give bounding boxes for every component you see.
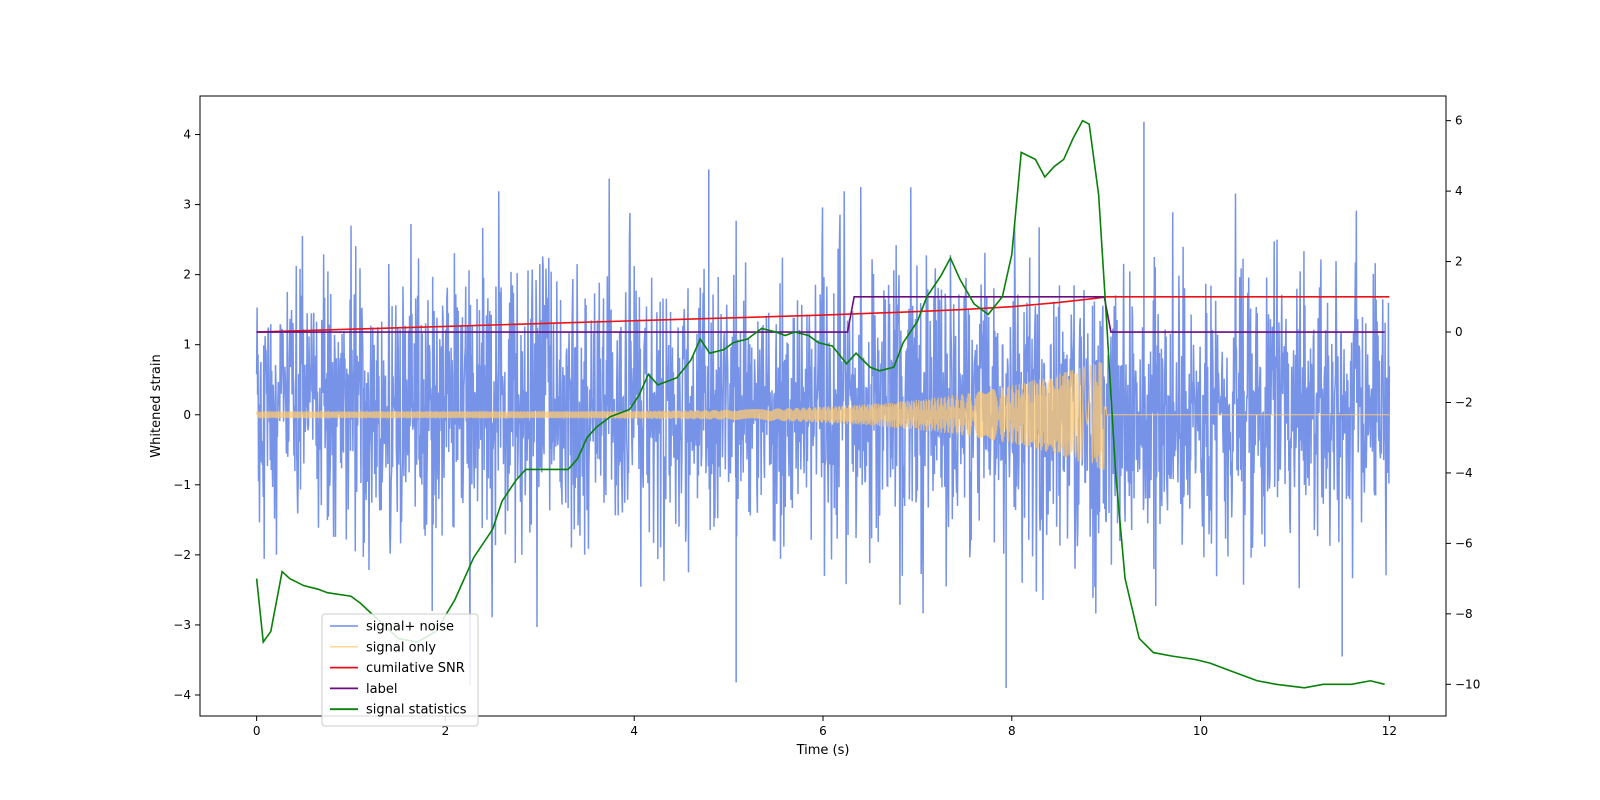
legend-box	[321, 613, 479, 727]
y-right-tick-label: −10	[1455, 677, 1480, 691]
legend-label: label	[366, 682, 397, 697]
y-right-tick-label: 4	[1455, 184, 1463, 198]
x-tick-label: 10	[1193, 724, 1208, 738]
series-label-line	[256, 296, 1385, 333]
y-axis-label: Whitened strain	[149, 354, 164, 457]
y-axis-left: −4 −3 −2 −1 0 1 2 3 4	[173, 128, 200, 702]
legend-label: signal only	[366, 640, 436, 655]
series-layer	[255, 119, 1391, 689]
x-tick-label: 12	[1382, 724, 1397, 738]
legend-label: signal statistics	[366, 703, 467, 718]
series-signal-statistics-line	[255, 119, 1385, 689]
legend-label: signal+ noise	[366, 620, 454, 635]
x-tick-label: 6	[819, 724, 827, 738]
series-cumilative-snr-line	[256, 296, 1390, 333]
legend-label: cumilative SNR	[366, 661, 465, 676]
y-right-tick-label: −4	[1455, 466, 1473, 480]
y-left-tick-label: 4	[183, 128, 191, 142]
y-left-tick-label: −2	[173, 548, 191, 562]
x-tick-label: 2	[442, 724, 450, 738]
y-left-tick-label: −1	[173, 478, 191, 492]
legend: signal+ noise signal only cumilative SNR la…	[321, 613, 479, 727]
x-tick-label: 0	[253, 724, 261, 738]
x-tick-label: 8	[1008, 724, 1016, 738]
y-axis-right: −10 −8 −6 −4 −2 0 2 4 6	[1446, 114, 1480, 691]
series-signal-noise-line	[255, 178, 1391, 686]
y-left-tick-label: 3	[183, 198, 191, 212]
x-axis-label: Time (s)	[796, 743, 850, 758]
y-right-tick-label: −8	[1455, 607, 1473, 621]
y-left-tick-label: 1	[183, 338, 191, 352]
y-right-tick-label: 2	[1455, 255, 1463, 269]
y-right-tick-label: −6	[1455, 536, 1473, 550]
y-left-tick-label: 0	[183, 408, 191, 422]
y-left-tick-label: −3	[173, 618, 191, 632]
y-right-tick-label: 6	[1455, 114, 1463, 128]
series-signal-only-line	[256, 361, 1390, 470]
y-right-tick-label: 0	[1455, 325, 1463, 339]
x-tick-label: 4	[630, 724, 638, 738]
y-left-tick-label: 2	[183, 268, 191, 282]
y-left-tick-label: −4	[173, 688, 191, 702]
y-right-tick-label: −2	[1455, 395, 1473, 409]
